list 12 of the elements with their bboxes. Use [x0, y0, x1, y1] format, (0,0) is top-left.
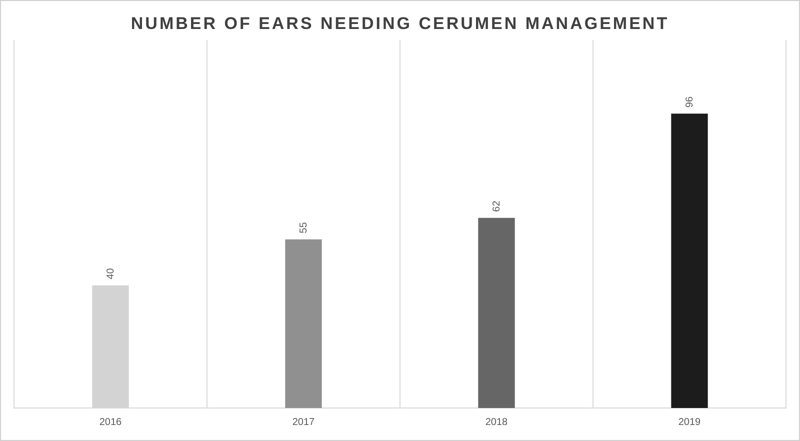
x-tick-label: 2018 [485, 416, 508, 428]
data-label: 96 [684, 96, 696, 108]
bar [671, 114, 708, 408]
x-tick-label: 2016 [99, 416, 122, 428]
chart-title: NUMBER OF EARS NEEDING CERUMEN MANAGEMENT [130, 14, 670, 34]
data-label: 55 [298, 222, 310, 234]
data-label: 62 [491, 200, 502, 212]
data-label: 40 [105, 268, 116, 280]
x-tick-label: 2017 [292, 416, 316, 428]
x-tick-label: 2019 [678, 416, 702, 428]
bar [285, 239, 322, 408]
bar [478, 218, 515, 408]
